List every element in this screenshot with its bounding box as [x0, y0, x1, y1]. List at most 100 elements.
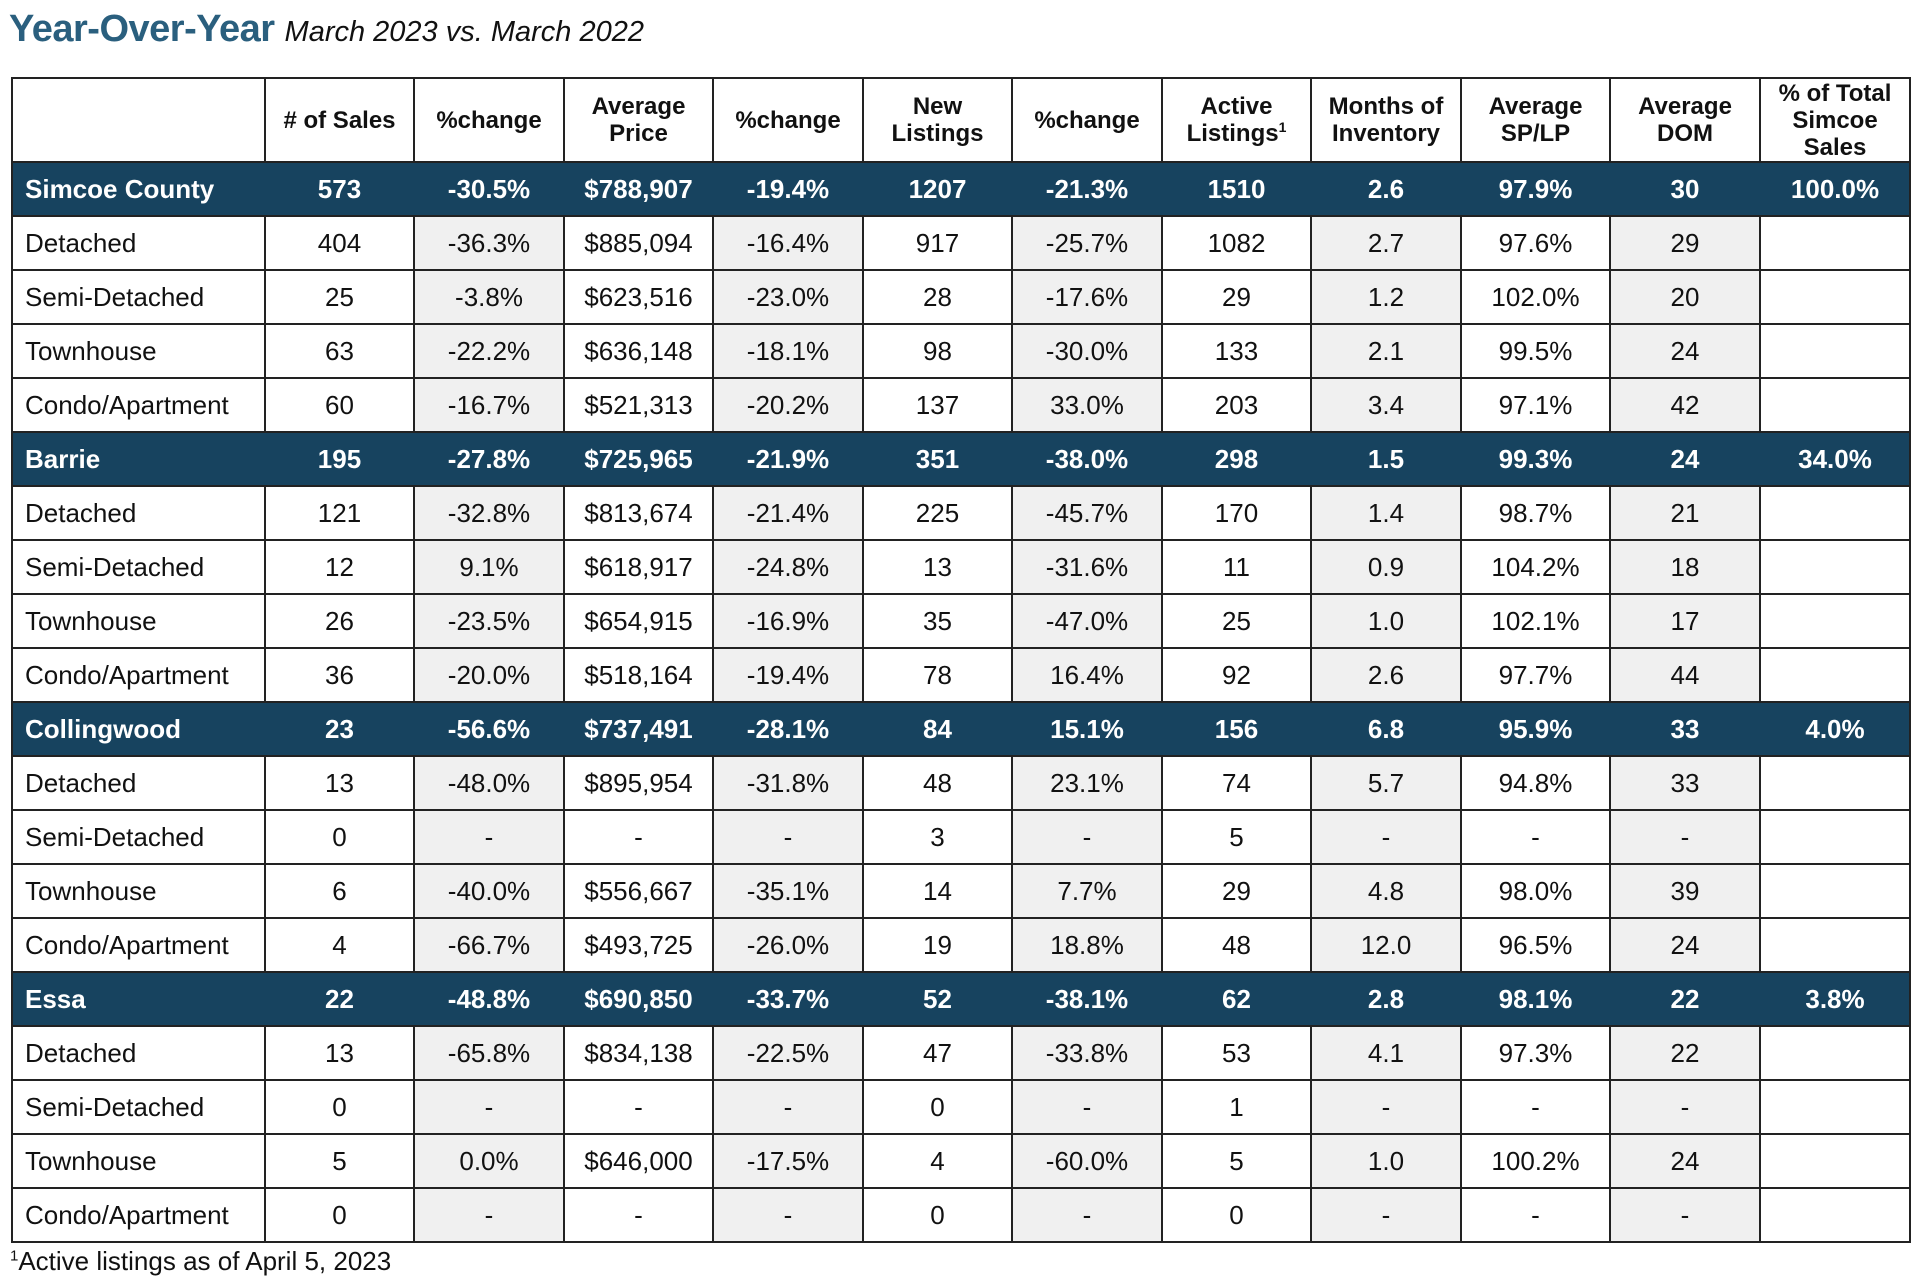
cell-avg-dom: 44: [1609, 647, 1761, 703]
cell-new-listings: 28: [862, 269, 1013, 325]
cell-months-inventory: 2.6: [1310, 647, 1462, 703]
row-label: Collingwood: [11, 701, 266, 757]
table-body: Simcoe County 573 -30.5% $788,907 -19.4% 1207…: [11, 161, 1911, 1243]
row-label: Semi-Detached: [11, 269, 266, 325]
row-label: Semi-Detached: [11, 809, 266, 865]
cell-avg-price: $556,667: [563, 863, 714, 919]
cell-num-sales: 0: [264, 1079, 415, 1135]
cell-avg-dom: 30: [1609, 161, 1761, 217]
cell-avg-sp-lp: 98.7%: [1460, 485, 1611, 541]
cell-sales-change: -66.7%: [413, 917, 565, 973]
cell-price-change: -: [712, 809, 864, 865]
cell-price-change: -19.4%: [712, 161, 864, 217]
cell-new-listings: 19: [862, 917, 1013, 973]
cell-new-listings: 14: [862, 863, 1013, 919]
cell-avg-sp-lp: 96.5%: [1460, 917, 1611, 973]
cell-num-sales: 573: [264, 161, 415, 217]
cell-new-listings: 48: [862, 755, 1013, 811]
cell-sales-change: -16.7%: [413, 377, 565, 433]
table-row: Detached 404 -36.3% $885,094 -16.4% 917 -25.7%…: [11, 215, 1911, 271]
cell-avg-sp-lp: 97.6%: [1460, 215, 1611, 271]
cell-pct-total-sales: [1759, 1079, 1911, 1135]
cell-new-listings: 52: [862, 971, 1013, 1027]
cell-listings-change: -47.0%: [1011, 593, 1163, 649]
cell-listings-change: -60.0%: [1011, 1133, 1163, 1189]
column-header-text: %change: [436, 106, 542, 134]
cell-active-listings: 53: [1161, 1025, 1312, 1081]
cell-avg-price: -: [563, 1187, 714, 1243]
cell-num-sales: 22: [264, 971, 415, 1027]
column-header-new-listings: New Listings: [862, 77, 1013, 163]
cell-num-sales: 0: [264, 1187, 415, 1243]
cell-listings-change: -: [1011, 1079, 1163, 1135]
cell-active-listings: 298: [1161, 431, 1312, 487]
column-header-text: %change: [735, 106, 841, 134]
cell-pct-total-sales: [1759, 809, 1911, 865]
table-row: Semi-Detached 12 9.1% $618,917 -24.8% 13 -31.6…: [11, 539, 1911, 595]
table-row: Condo/Apartment 4 -66.7% $493,725 -26.0% 19 18…: [11, 917, 1911, 973]
region-row: Collingwood 23 -56.6% $737,491 -28.1% 84 15.1%…: [11, 701, 1911, 757]
cell-num-sales: 5: [264, 1133, 415, 1189]
cell-pct-total-sales: [1759, 269, 1911, 325]
cell-avg-sp-lp: 102.0%: [1460, 269, 1611, 325]
table-row: Semi-Detached 0- - -3-5- - -: [11, 809, 1911, 865]
column-header-text: Price: [609, 120, 668, 147]
cell-avg-price: $690,850: [563, 971, 714, 1027]
cell-new-listings: 13: [862, 539, 1013, 595]
cell-price-change: -21.4%: [712, 485, 864, 541]
cell-num-sales: 6: [264, 863, 415, 919]
cell-active-listings: 29: [1161, 269, 1312, 325]
row-label: Condo/Apartment: [11, 377, 266, 433]
cell-sales-change: -65.8%: [413, 1025, 565, 1081]
row-label: Condo/Apartment: [11, 917, 266, 973]
cell-new-listings: 0: [862, 1187, 1013, 1243]
cell-months-inventory: 5.7: [1310, 755, 1462, 811]
column-header-sales-change: %change: [413, 77, 565, 163]
cell-avg-price: $646,000: [563, 1133, 714, 1189]
cell-listings-change: -: [1011, 1187, 1163, 1243]
table-row: Condo/Apartment 0- - -0-0- - -: [11, 1187, 1911, 1243]
cell-active-listings: 1: [1161, 1079, 1312, 1135]
cell-new-listings: 35: [862, 593, 1013, 649]
cell-avg-dom: 42: [1609, 377, 1761, 433]
cell-avg-dom: -: [1609, 1187, 1761, 1243]
cell-avg-sp-lp: 104.2%: [1460, 539, 1611, 595]
table-row: Condo/Apartment 60 -16.7% $521,313 -20.2% 137…: [11, 377, 1911, 433]
cell-num-sales: 121: [264, 485, 415, 541]
cell-sales-change: 0.0%: [413, 1133, 565, 1189]
cell-num-sales: 23: [264, 701, 415, 757]
cell-num-sales: 4: [264, 917, 415, 973]
row-label: Townhouse: [11, 863, 266, 919]
footnote: 1Active listings as of April 5, 2023: [10, 1246, 391, 1277]
column-header-listings-change: %change: [1011, 77, 1163, 163]
cell-months-inventory: 4.8: [1310, 863, 1462, 919]
cell-months-inventory: 3.4: [1310, 377, 1462, 433]
cell-new-listings: 351: [862, 431, 1013, 487]
cell-pct-total-sales: [1759, 863, 1911, 919]
row-label: Simcoe County: [11, 161, 266, 217]
row-label: Condo/Apartment: [11, 1187, 266, 1243]
cell-sales-change: -: [413, 1079, 565, 1135]
cell-pct-total-sales: [1759, 647, 1911, 703]
cell-price-change: -21.9%: [712, 431, 864, 487]
cell-active-listings: 5: [1161, 1133, 1312, 1189]
table-row: Detached 13 -65.8% $834,138 -22.5% 47 -33.8% 53…: [11, 1025, 1911, 1081]
page-title: Year-Over-Year March 2023 vs. March 2022: [9, 8, 644, 51]
cell-avg-sp-lp: 97.3%: [1460, 1025, 1611, 1081]
row-label: Condo/Apartment: [11, 647, 266, 703]
cell-sales-change: -27.8%: [413, 431, 565, 487]
cell-num-sales: 60: [264, 377, 415, 433]
cell-active-listings: 156: [1161, 701, 1312, 757]
cell-avg-dom: 33: [1609, 701, 1761, 757]
cell-num-sales: 63: [264, 323, 415, 379]
cell-avg-sp-lp: 99.3%: [1460, 431, 1611, 487]
cell-listings-change: 15.1%: [1011, 701, 1163, 757]
column-header-text: %change: [1034, 106, 1140, 134]
cell-avg-dom: -: [1609, 809, 1761, 865]
footnote-marker: 1: [1278, 119, 1287, 135]
cell-pct-total-sales: [1759, 917, 1911, 973]
column-header-text: Active: [1200, 93, 1273, 120]
cell-avg-dom: 33: [1609, 755, 1761, 811]
cell-avg-price: $654,915: [563, 593, 714, 649]
cell-price-change: -16.4%: [712, 215, 864, 271]
